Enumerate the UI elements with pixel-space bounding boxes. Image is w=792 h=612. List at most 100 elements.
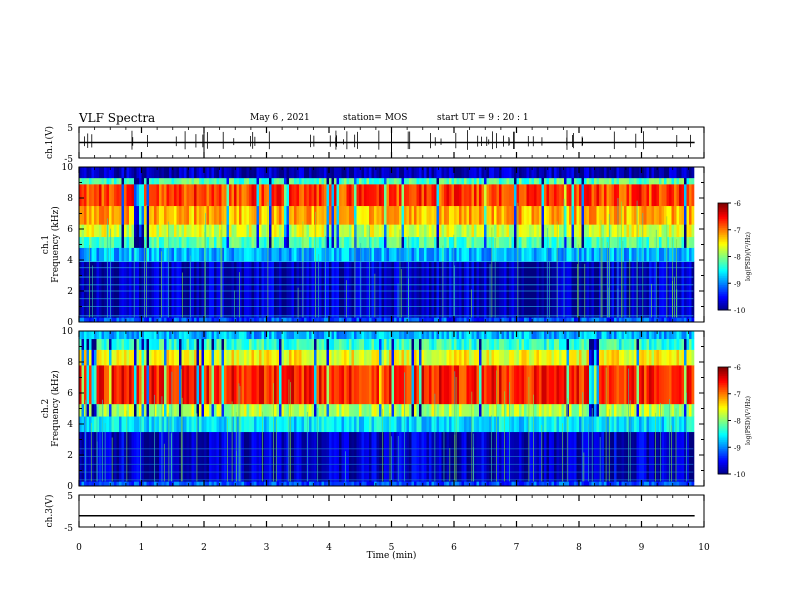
spectrogram-cell bbox=[201, 365, 205, 405]
spectrogram-cell bbox=[336, 184, 340, 207]
spectrogram-cell bbox=[616, 349, 620, 366]
spectrogram-cell bbox=[549, 416, 552, 433]
spectrogram-cell bbox=[199, 167, 202, 179]
spectrogram-cell bbox=[451, 317, 455, 323]
spectrogram-cell bbox=[341, 167, 345, 179]
spectrogram-cell bbox=[589, 224, 592, 238]
spectrogram-cell bbox=[661, 224, 665, 238]
spectrogram-cell bbox=[431, 224, 435, 238]
spectrogram-cell bbox=[84, 338, 87, 350]
spectrogram-cell bbox=[196, 167, 200, 179]
spectrogram-cell bbox=[674, 184, 677, 207]
spectrogram-cell bbox=[264, 236, 267, 248]
spectrogram-cell bbox=[389, 365, 392, 405]
spectrogram-cell bbox=[214, 317, 217, 323]
spectrogram-cell bbox=[106, 365, 110, 405]
colorbar-cell bbox=[718, 220, 728, 224]
spectrogram-cell bbox=[596, 236, 600, 248]
spectrogram-cell bbox=[301, 416, 305, 433]
spectrogram-cell bbox=[304, 338, 307, 350]
spectrogram-cell bbox=[291, 261, 295, 318]
spectrogram-cell bbox=[151, 177, 155, 185]
spectrogram-cell bbox=[304, 261, 307, 318]
spectrogram-cell bbox=[476, 403, 480, 417]
spectrogram-cell bbox=[146, 224, 150, 238]
spectrogram-cell bbox=[489, 247, 492, 262]
spectrogram-cell bbox=[464, 416, 467, 433]
spectrogram-cell bbox=[506, 177, 510, 185]
spectrogram-cell bbox=[514, 403, 517, 417]
spectrogram-cell bbox=[509, 365, 512, 405]
spectrogram-cell bbox=[216, 331, 220, 340]
spectrogram-cell bbox=[579, 247, 582, 262]
spectrogram-cell bbox=[211, 349, 215, 366]
spectrogram-cell bbox=[551, 317, 555, 323]
spectrogram-cell bbox=[641, 365, 645, 405]
spectrogram-cell bbox=[569, 205, 572, 225]
spectrogram-cell bbox=[99, 261, 102, 318]
spectrogram-cell bbox=[516, 317, 520, 323]
colorbar-cell bbox=[718, 425, 728, 429]
ch2-spectrogram-ylabel: ch.2 bbox=[41, 399, 51, 418]
spectrogram-cell bbox=[484, 261, 487, 318]
spectrogram-cell bbox=[649, 247, 652, 262]
spectrogram-cell bbox=[531, 331, 535, 340]
spectrogram-cell bbox=[256, 338, 260, 350]
spectrogram-cell bbox=[464, 365, 467, 405]
spectrogram-cell bbox=[454, 349, 457, 366]
spectrogram-cell bbox=[81, 338, 85, 350]
spectrogram-cell bbox=[321, 224, 325, 238]
spectrogram-cell bbox=[614, 481, 617, 487]
spectrogram-cell bbox=[569, 236, 572, 248]
spectrogram-cell bbox=[149, 177, 152, 185]
spectrogram-cell bbox=[231, 338, 235, 350]
spectrogram-cell bbox=[371, 205, 375, 225]
spectrogram-cell bbox=[556, 261, 560, 318]
spectrogram-cell bbox=[656, 224, 660, 238]
spectrogram-cell bbox=[269, 261, 272, 318]
spectrogram-cell bbox=[389, 349, 392, 366]
spectrogram-cell bbox=[219, 365, 222, 405]
spectrogram-cell bbox=[611, 261, 615, 318]
spectrogram-cell bbox=[531, 365, 535, 405]
spectrogram-cell bbox=[99, 338, 102, 350]
spectrogram-cell bbox=[534, 338, 537, 350]
spectrogram-cell bbox=[359, 224, 362, 238]
spectrogram-cell bbox=[356, 205, 360, 225]
spectrogram-cell bbox=[364, 331, 367, 340]
spectrogram-cell bbox=[291, 177, 295, 185]
spectrogram-cell bbox=[346, 224, 350, 238]
spectrogram-cell bbox=[334, 365, 337, 405]
spectrogram-cell bbox=[229, 365, 232, 405]
spectrogram-cell bbox=[434, 349, 437, 366]
spectrogram-cell bbox=[316, 177, 320, 185]
spectrogram-cell bbox=[376, 177, 380, 185]
spectrogram-cell bbox=[479, 416, 482, 433]
spectrogram-cell bbox=[216, 236, 220, 248]
spectrogram-cell bbox=[266, 177, 270, 185]
spectrogram-cell bbox=[431, 205, 435, 225]
spectrogram-cell bbox=[121, 481, 125, 487]
spectrogram-cell bbox=[691, 317, 695, 323]
spectrogram-cell bbox=[454, 167, 457, 179]
spectrogram-cell bbox=[454, 403, 457, 417]
spectrogram-cell bbox=[344, 167, 347, 179]
spectrogram-cell bbox=[691, 167, 695, 179]
spectrogram-cell bbox=[166, 403, 170, 417]
spectrogram-cell bbox=[614, 236, 617, 248]
spectrogram-cell bbox=[491, 481, 495, 487]
spectrogram-cell bbox=[171, 167, 175, 179]
spectrogram-cell bbox=[356, 167, 360, 179]
spectrogram-cell bbox=[334, 403, 337, 417]
spectrogram-cell bbox=[224, 365, 227, 405]
spectrogram-cell bbox=[194, 365, 197, 405]
spectrogram-cell bbox=[124, 365, 127, 405]
spectrogram-cell bbox=[214, 177, 217, 185]
spectrogram-cell bbox=[196, 184, 200, 207]
spectrogram-cell bbox=[116, 205, 120, 225]
spectrogram-cell bbox=[319, 205, 322, 225]
spectrogram-cell bbox=[529, 261, 532, 318]
spectrogram-cell bbox=[446, 349, 450, 366]
spectrogram-cell bbox=[429, 416, 432, 433]
spectrogram-cell bbox=[171, 261, 175, 318]
